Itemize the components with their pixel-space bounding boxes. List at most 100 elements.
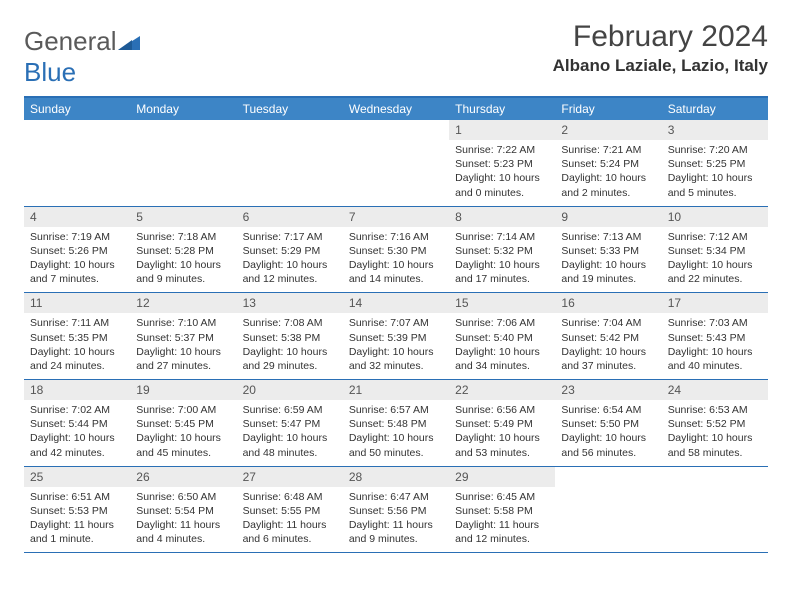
- day-number: 25: [24, 467, 130, 487]
- daylight-line: Daylight: 10 hours and 58 minutes.: [668, 431, 762, 459]
- week-row: 4Sunrise: 7:19 AMSunset: 5:26 PMDaylight…: [24, 207, 768, 294]
- calendar-cell: 12Sunrise: 7:10 AMSunset: 5:37 PMDayligh…: [130, 293, 236, 379]
- sunrise-line: Sunrise: 7:19 AM: [30, 230, 124, 244]
- sunset-line: Sunset: 5:35 PM: [30, 331, 124, 345]
- sunset-line: Sunset: 5:34 PM: [668, 244, 762, 258]
- logo: GeneralBlue: [24, 26, 140, 88]
- day-info: Sunrise: 7:12 AMSunset: 5:34 PMDaylight:…: [662, 227, 768, 293]
- sunrise-line: Sunrise: 7:22 AM: [455, 143, 549, 157]
- sunset-line: Sunset: 5:37 PM: [136, 331, 230, 345]
- daylight-line: Daylight: 10 hours and 48 minutes.: [243, 431, 337, 459]
- header: GeneralBlue February 2024 Albano Laziale…: [24, 20, 768, 88]
- calendar-cell: 24Sunrise: 6:53 AMSunset: 5:52 PMDayligh…: [662, 380, 768, 466]
- weekday-label: Tuesday: [237, 98, 343, 120]
- week-row: 25Sunrise: 6:51 AMSunset: 5:53 PMDayligh…: [24, 467, 768, 554]
- day-info: Sunrise: 6:51 AMSunset: 5:53 PMDaylight:…: [24, 487, 130, 553]
- sunrise-line: Sunrise: 7:12 AM: [668, 230, 762, 244]
- calendar-cell: 3Sunrise: 7:20 AMSunset: 5:25 PMDaylight…: [662, 120, 768, 206]
- daylight-line: Daylight: 10 hours and 0 minutes.: [455, 171, 549, 199]
- sunrise-line: Sunrise: 7:13 AM: [561, 230, 655, 244]
- sunrise-line: Sunrise: 6:50 AM: [136, 490, 230, 504]
- calendar-cell: [343, 120, 449, 206]
- calendar-cell: [24, 120, 130, 206]
- location: Albano Laziale, Lazio, Italy: [553, 56, 768, 76]
- sunrise-line: Sunrise: 7:04 AM: [561, 316, 655, 330]
- day-info: Sunrise: 6:57 AMSunset: 5:48 PMDaylight:…: [343, 400, 449, 466]
- weekday-label: Thursday: [449, 98, 555, 120]
- weekday-label: Wednesday: [343, 98, 449, 120]
- daylight-line: Daylight: 10 hours and 42 minutes.: [30, 431, 124, 459]
- sunset-line: Sunset: 5:30 PM: [349, 244, 443, 258]
- day-number: 12: [130, 293, 236, 313]
- day-info: Sunrise: 7:21 AMSunset: 5:24 PMDaylight:…: [555, 140, 661, 206]
- day-number: 16: [555, 293, 661, 313]
- daylight-line: Daylight: 10 hours and 34 minutes.: [455, 345, 549, 373]
- sunset-line: Sunset: 5:49 PM: [455, 417, 549, 431]
- sunset-line: Sunset: 5:45 PM: [136, 417, 230, 431]
- sunrise-line: Sunrise: 6:48 AM: [243, 490, 337, 504]
- day-number: 5: [130, 207, 236, 227]
- day-info: Sunrise: 7:07 AMSunset: 5:39 PMDaylight:…: [343, 313, 449, 379]
- calendar-cell: 1Sunrise: 7:22 AMSunset: 5:23 PMDaylight…: [449, 120, 555, 206]
- sunset-line: Sunset: 5:38 PM: [243, 331, 337, 345]
- calendar-cell: 11Sunrise: 7:11 AMSunset: 5:35 PMDayligh…: [24, 293, 130, 379]
- day-info: Sunrise: 7:18 AMSunset: 5:28 PMDaylight:…: [130, 227, 236, 293]
- calendar-cell: 22Sunrise: 6:56 AMSunset: 5:49 PMDayligh…: [449, 380, 555, 466]
- daylight-line: Daylight: 10 hours and 17 minutes.: [455, 258, 549, 286]
- week-row: 1Sunrise: 7:22 AMSunset: 5:23 PMDaylight…: [24, 120, 768, 207]
- daylight-line: Daylight: 10 hours and 7 minutes.: [30, 258, 124, 286]
- logo-triangle-icon: [118, 26, 140, 57]
- sunset-line: Sunset: 5:50 PM: [561, 417, 655, 431]
- calendar-cell: 26Sunrise: 6:50 AMSunset: 5:54 PMDayligh…: [130, 467, 236, 553]
- day-number: 15: [449, 293, 555, 313]
- calendar-cell: 25Sunrise: 6:51 AMSunset: 5:53 PMDayligh…: [24, 467, 130, 553]
- calendar-cell: 19Sunrise: 7:00 AMSunset: 5:45 PMDayligh…: [130, 380, 236, 466]
- day-number: 13: [237, 293, 343, 313]
- sunset-line: Sunset: 5:33 PM: [561, 244, 655, 258]
- day-info: Sunrise: 7:08 AMSunset: 5:38 PMDaylight:…: [237, 313, 343, 379]
- sunset-line: Sunset: 5:28 PM: [136, 244, 230, 258]
- day-number: 19: [130, 380, 236, 400]
- day-info: Sunrise: 6:45 AMSunset: 5:58 PMDaylight:…: [449, 487, 555, 553]
- day-info: Sunrise: 7:00 AMSunset: 5:45 PMDaylight:…: [130, 400, 236, 466]
- day-number: 21: [343, 380, 449, 400]
- calendar-cell: 15Sunrise: 7:06 AMSunset: 5:40 PMDayligh…: [449, 293, 555, 379]
- sunrise-line: Sunrise: 6:53 AM: [668, 403, 762, 417]
- sunset-line: Sunset: 5:32 PM: [455, 244, 549, 258]
- day-info: Sunrise: 7:14 AMSunset: 5:32 PMDaylight:…: [449, 227, 555, 293]
- sunset-line: Sunset: 5:54 PM: [136, 504, 230, 518]
- weeks-container: 1Sunrise: 7:22 AMSunset: 5:23 PMDaylight…: [24, 120, 768, 553]
- day-number: 14: [343, 293, 449, 313]
- sunset-line: Sunset: 5:40 PM: [455, 331, 549, 345]
- sunset-line: Sunset: 5:43 PM: [668, 331, 762, 345]
- day-number: 8: [449, 207, 555, 227]
- sunrise-line: Sunrise: 7:11 AM: [30, 316, 124, 330]
- day-number: 3: [662, 120, 768, 140]
- weekday-label: Friday: [555, 98, 661, 120]
- day-info: Sunrise: 6:53 AMSunset: 5:52 PMDaylight:…: [662, 400, 768, 466]
- day-info: Sunrise: 6:48 AMSunset: 5:55 PMDaylight:…: [237, 487, 343, 553]
- day-info: Sunrise: 6:50 AMSunset: 5:54 PMDaylight:…: [130, 487, 236, 553]
- sunset-line: Sunset: 5:58 PM: [455, 504, 549, 518]
- calendar-cell: [130, 120, 236, 206]
- sunset-line: Sunset: 5:29 PM: [243, 244, 337, 258]
- sunset-line: Sunset: 5:53 PM: [30, 504, 124, 518]
- day-info: Sunrise: 6:59 AMSunset: 5:47 PMDaylight:…: [237, 400, 343, 466]
- weekday-label: Sunday: [24, 98, 130, 120]
- day-number: 2: [555, 120, 661, 140]
- calendar-cell: 28Sunrise: 6:47 AMSunset: 5:56 PMDayligh…: [343, 467, 449, 553]
- day-number: 23: [555, 380, 661, 400]
- sunset-line: Sunset: 5:44 PM: [30, 417, 124, 431]
- calendar-cell: 18Sunrise: 7:02 AMSunset: 5:44 PMDayligh…: [24, 380, 130, 466]
- calendar-cell: 13Sunrise: 7:08 AMSunset: 5:38 PMDayligh…: [237, 293, 343, 379]
- daylight-line: Daylight: 10 hours and 56 minutes.: [561, 431, 655, 459]
- daylight-line: Daylight: 10 hours and 32 minutes.: [349, 345, 443, 373]
- sunrise-line: Sunrise: 7:08 AM: [243, 316, 337, 330]
- sunrise-line: Sunrise: 6:56 AM: [455, 403, 549, 417]
- day-number: 17: [662, 293, 768, 313]
- sunrise-line: Sunrise: 7:10 AM: [136, 316, 230, 330]
- daylight-line: Daylight: 10 hours and 12 minutes.: [243, 258, 337, 286]
- calendar-cell: 21Sunrise: 6:57 AMSunset: 5:48 PMDayligh…: [343, 380, 449, 466]
- sunrise-line: Sunrise: 7:21 AM: [561, 143, 655, 157]
- title-block: February 2024 Albano Laziale, Lazio, Ita…: [553, 20, 768, 76]
